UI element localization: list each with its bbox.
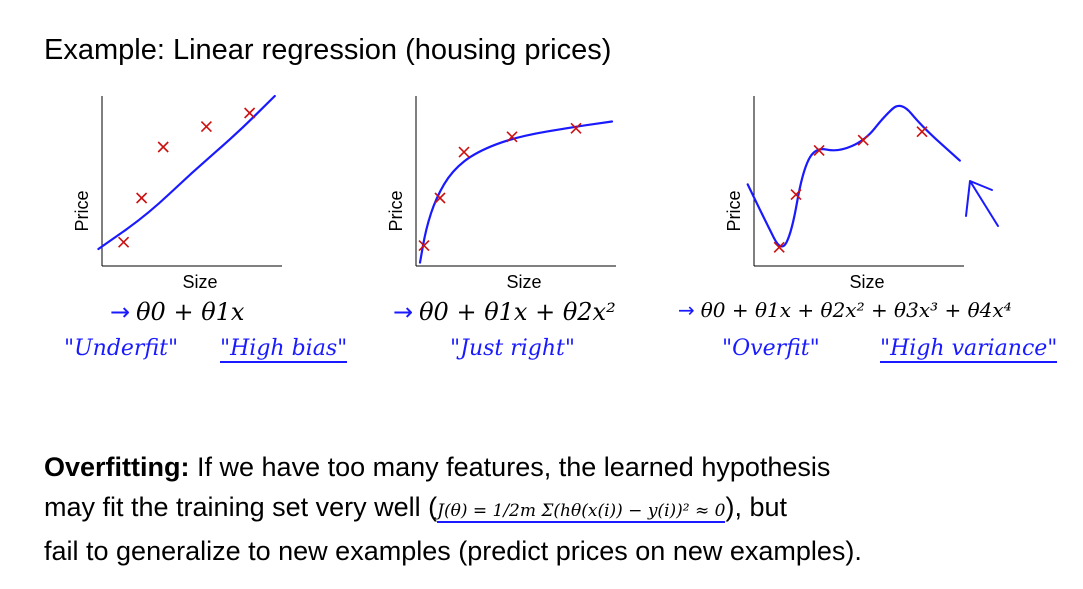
note-overfit: "Overfit" bbox=[722, 336, 820, 361]
overfitting-heading: Overfitting: bbox=[44, 452, 190, 482]
marker-stroke bbox=[773, 241, 785, 253]
marker-stroke bbox=[813, 144, 825, 156]
cost-equation: J(θ) = 1/2m Σ(hθ(x(i)) − y(i))² ≈ 0 bbox=[437, 501, 726, 523]
data-point-x-marker bbox=[118, 236, 130, 248]
fit-curve bbox=[97, 94, 276, 251]
overfitting-line1: If we have too many features, the learne… bbox=[197, 452, 831, 482]
arrow-icon: → bbox=[393, 298, 414, 326]
chart-underfit: Size Price bbox=[72, 86, 293, 294]
marker-stroke bbox=[244, 107, 256, 119]
marker-stroke bbox=[200, 121, 212, 133]
x-axis-label: Size bbox=[506, 272, 541, 292]
marker-stroke bbox=[570, 122, 582, 134]
y-axis-label: Price bbox=[72, 190, 92, 231]
formula-overfit: → θ0 + θ1x + θ2x² + θ3x³ + θ4x⁴ bbox=[678, 298, 1012, 322]
x-axis-label: Size bbox=[182, 272, 217, 292]
y-axis-label: Price bbox=[724, 190, 744, 231]
overfitting-paragraph: Overfitting: If we have too many feature… bbox=[44, 447, 1054, 571]
y-axis-label: Price bbox=[386, 190, 406, 231]
marker-stroke bbox=[118, 236, 130, 248]
marker-stroke bbox=[136, 192, 148, 204]
chart-underfit-svg: Size Price bbox=[72, 94, 282, 292]
marker-stroke bbox=[157, 141, 169, 153]
marker-stroke bbox=[857, 134, 869, 146]
formula-just-right: → θ0 + θ1x + θ2x² bbox=[393, 298, 616, 326]
data-point-x-marker bbox=[570, 122, 582, 134]
data-point-x-marker bbox=[418, 240, 430, 252]
overfitting-line2b: ), but bbox=[725, 492, 787, 522]
fit-curve bbox=[418, 120, 614, 264]
data-point-x-marker bbox=[773, 241, 785, 253]
overfitting-line3: fail to generalize to new examples (pred… bbox=[44, 536, 862, 566]
data-point-x-marker bbox=[506, 131, 518, 143]
data-point-x-marker bbox=[157, 141, 169, 153]
handwritten-arrow-icon bbox=[965, 180, 999, 227]
data-point-x-marker bbox=[790, 189, 802, 201]
chart-overfit-svg: Size Price bbox=[724, 96, 999, 292]
data-point-x-marker bbox=[857, 134, 869, 146]
data-point-x-marker bbox=[916, 126, 928, 138]
formula-underfit: → θ0 + θ1x bbox=[110, 298, 245, 326]
marker-stroke bbox=[790, 189, 802, 201]
marker-stroke bbox=[458, 146, 470, 158]
arrow-icon: → bbox=[678, 298, 695, 322]
fit-curve bbox=[746, 104, 961, 248]
overfitting-line2a: may fit the training set very well ( bbox=[44, 492, 438, 522]
marker-stroke bbox=[506, 131, 518, 143]
data-point-x-marker bbox=[813, 144, 825, 156]
chart-just-right: Size Price bbox=[386, 86, 616, 294]
page-title: Example: Linear regression (housing pric… bbox=[44, 34, 612, 66]
note-underfit: "Underfit" bbox=[64, 336, 179, 361]
data-point-x-marker bbox=[200, 121, 212, 133]
note-high-variance: "High variance" bbox=[880, 336, 1058, 363]
data-point-x-marker bbox=[434, 192, 446, 204]
data-point-x-marker bbox=[458, 146, 470, 158]
note-just-right: "Just right" bbox=[450, 336, 575, 361]
chart-just-right-svg: Size Price bbox=[386, 96, 616, 292]
data-point-x-marker bbox=[244, 107, 256, 119]
arrow-icon: → bbox=[110, 298, 131, 326]
x-axis-label: Size bbox=[849, 272, 884, 292]
marker-stroke bbox=[418, 240, 430, 252]
data-point-x-marker bbox=[136, 192, 148, 204]
marker-stroke bbox=[916, 126, 928, 138]
marker-stroke bbox=[434, 192, 446, 204]
note-high-bias: "High bias" bbox=[220, 336, 348, 363]
chart-overfit: Size Price bbox=[724, 86, 999, 294]
